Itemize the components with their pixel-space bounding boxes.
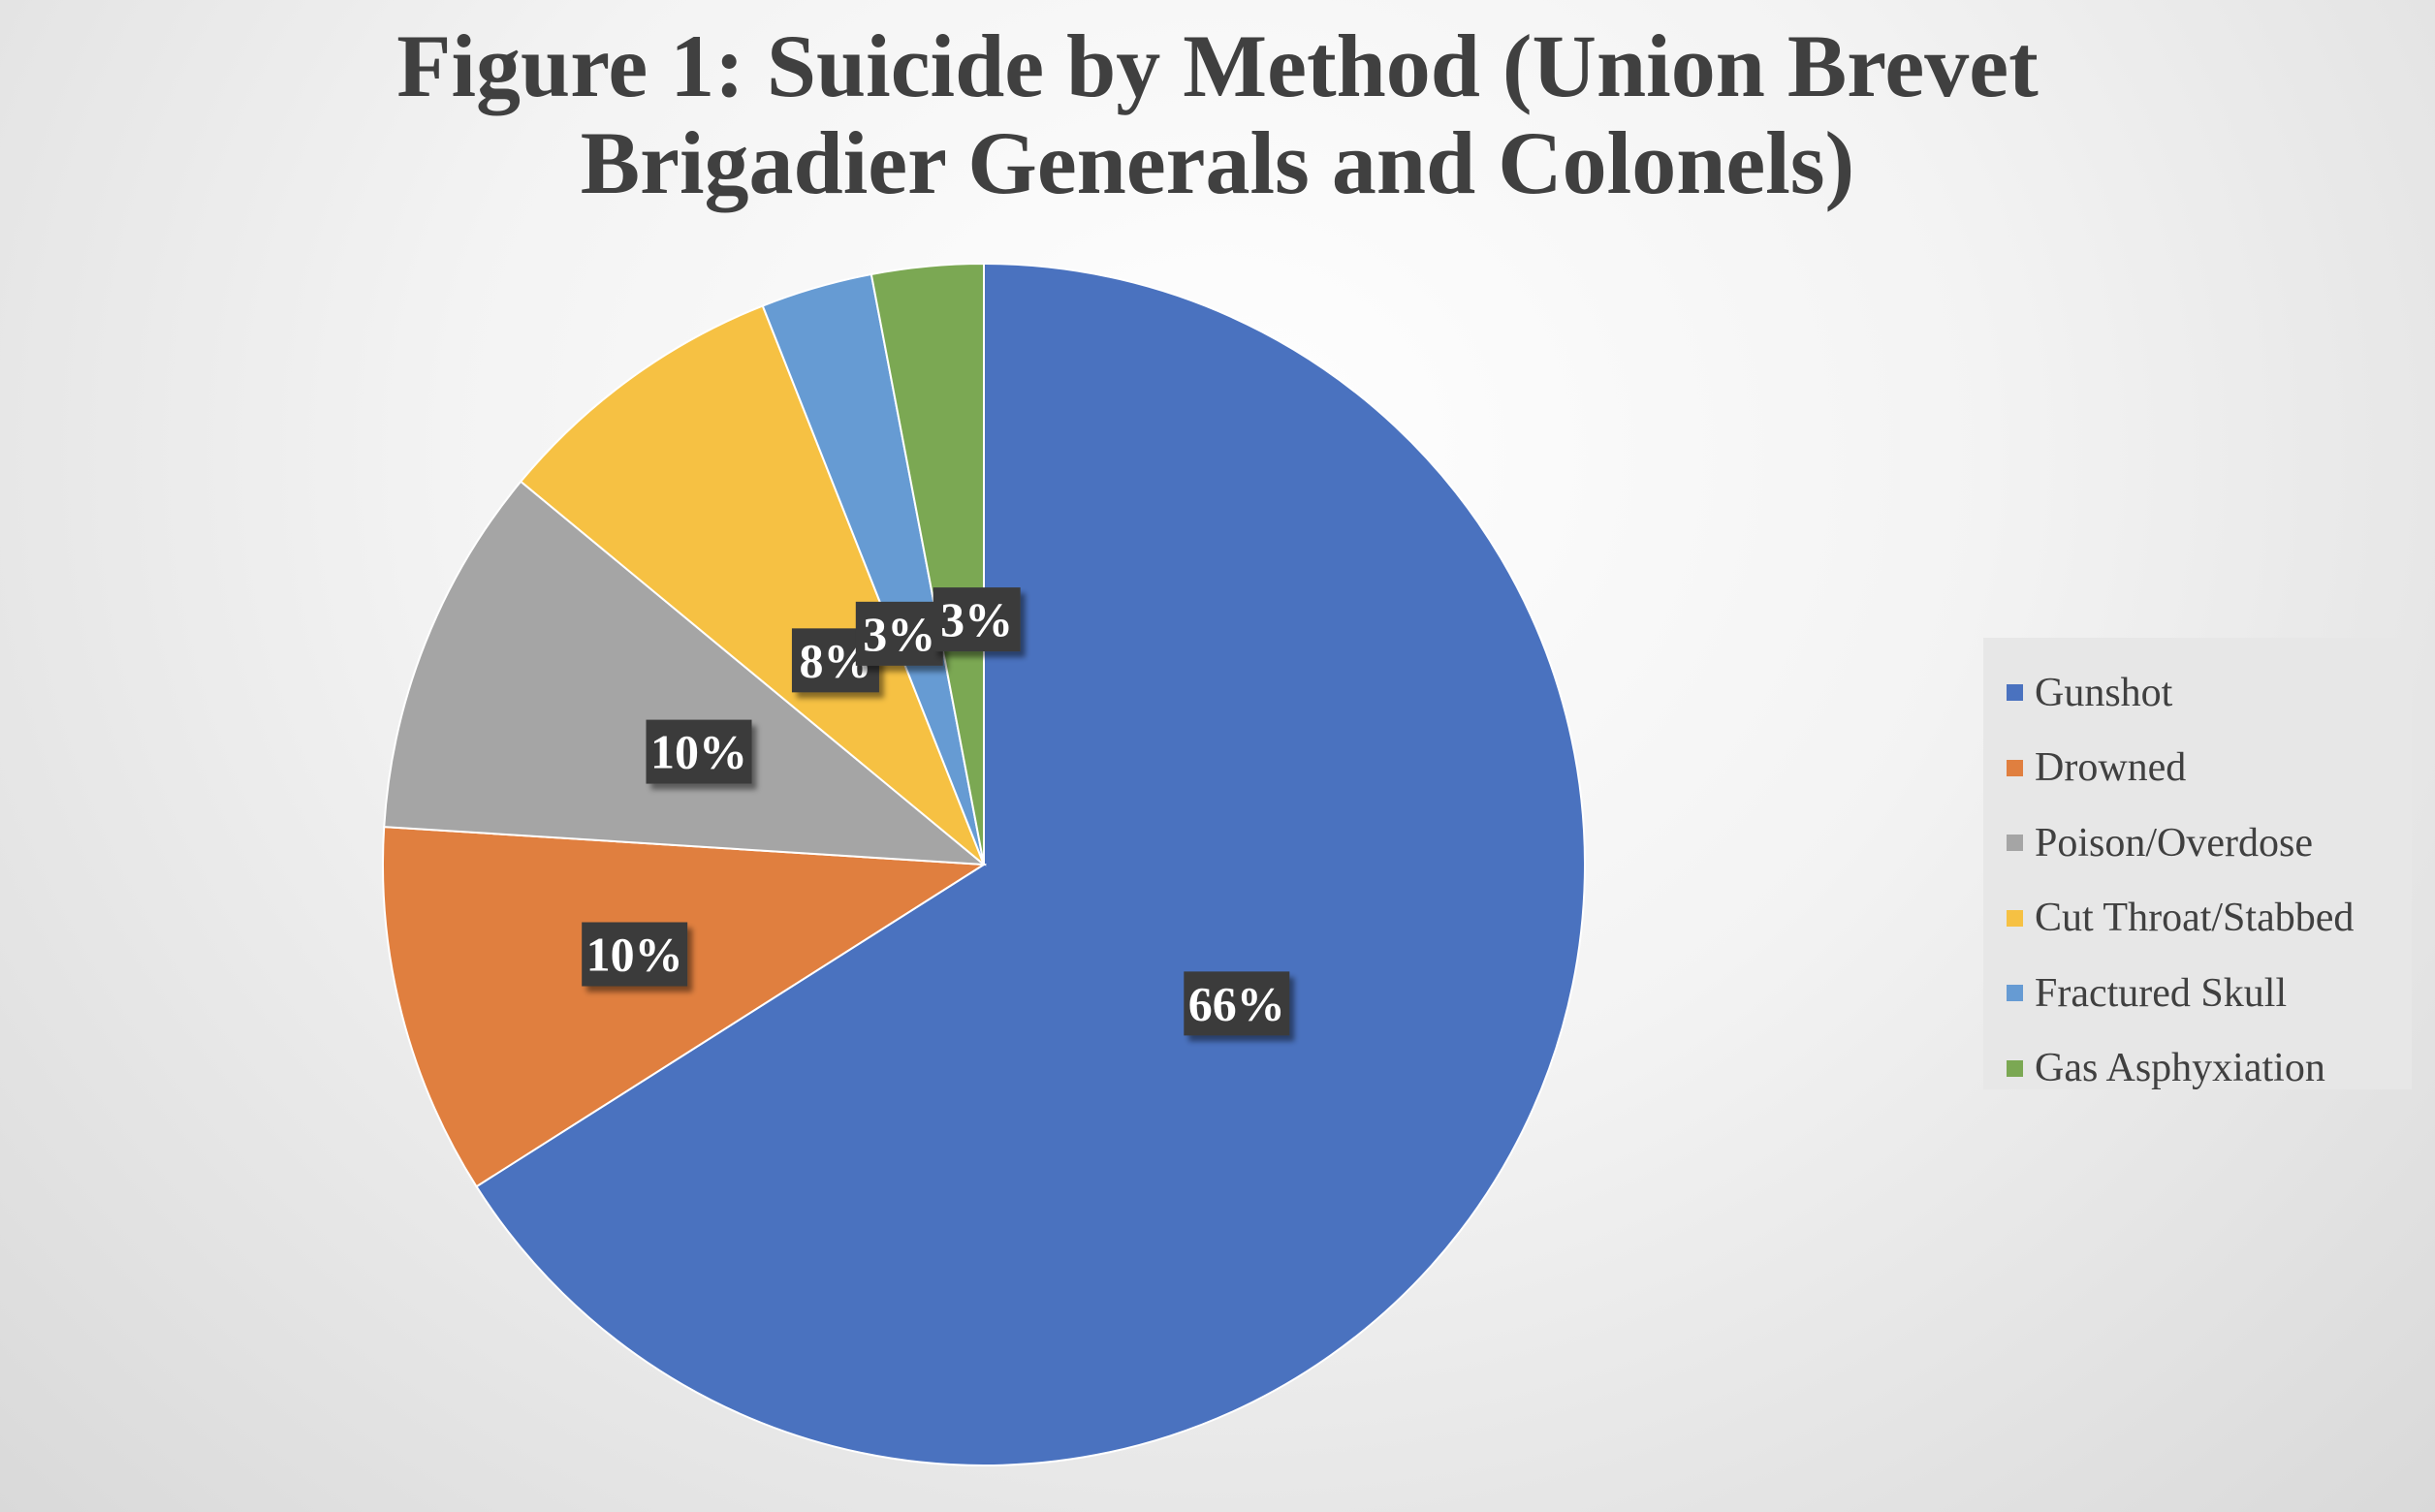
data-label-fractured-skull: 3% bbox=[855, 601, 943, 666]
legend-item-fractured-skull: Fractured Skull bbox=[1983, 956, 2412, 1031]
legend-swatch-fractured-skull bbox=[2007, 985, 2023, 1002]
pie-slice-drowned bbox=[382, 826, 988, 1188]
data-label-drowned: 10% bbox=[582, 922, 688, 987]
legend-swatch-poison-overdose bbox=[2007, 835, 2023, 852]
pie-slice-gas-asphyxiation bbox=[870, 262, 985, 866]
data-label-box-gunshot bbox=[1184, 971, 1290, 1036]
legend-item-gas-asphyxiation: Gas Asphyxiation bbox=[1983, 1031, 2412, 1107]
legend-label-gas-asphyxiation: Gas Asphyxiation bbox=[2035, 1046, 2325, 1091]
data-label-text-fractured-skull: 3% bbox=[863, 607, 935, 661]
data-label-text-gunshot: 66% bbox=[1188, 976, 1285, 1030]
legend-item-drowned: Drowned bbox=[1983, 731, 2412, 806]
legend-label-drowned: Drowned bbox=[2035, 745, 2187, 791]
chart-title: Figure 1: Suicide by Method (Union Breve… bbox=[0, 17, 2435, 211]
pie-slices bbox=[382, 262, 1587, 1466]
pie-slice-cut-throat-stabbed bbox=[519, 304, 985, 866]
legend-swatch-cut-throat-stabbed bbox=[2007, 909, 2023, 927]
data-label-text-gas-asphyxiation: 3% bbox=[940, 592, 1013, 646]
legend-swatch-gunshot bbox=[2007, 684, 2023, 702]
chart-title-line-2: Brigadier Generals and Colonels) bbox=[580, 113, 1855, 212]
data-label-poison-overdose: 10% bbox=[646, 719, 752, 784]
legend-item-poison-overdose: Poison/Overdose bbox=[1983, 805, 2412, 881]
data-label-box-fractured-skull bbox=[855, 601, 943, 666]
data-label-box-poison-overdose bbox=[646, 719, 752, 784]
legend-label-gunshot: Gunshot bbox=[2035, 670, 2173, 715]
pie-slice-poison-overdose bbox=[383, 480, 988, 866]
legend-item-cut-throat-stabbed: Cut Throat/Stabbed bbox=[1983, 881, 2412, 957]
legend-label-cut-throat-stabbed: Cut Throat/Stabbed bbox=[2035, 896, 2355, 941]
data-label-text-poison-overdose: 10% bbox=[650, 725, 747, 779]
pie-slice-gunshot bbox=[475, 262, 1587, 1466]
data-label-box-drowned bbox=[582, 922, 688, 987]
data-label-box-gas-asphyxiation bbox=[933, 587, 1021, 652]
legend-swatch-drowned bbox=[2007, 759, 2023, 776]
legend-item-gunshot: Gunshot bbox=[1983, 655, 2412, 731]
chart-title-line-1: Figure 1: Suicide by Method (Union Breve… bbox=[396, 16, 2039, 115]
legend-swatch-gas-asphyxiation bbox=[2007, 1059, 2023, 1077]
legend-label-poison-overdose: Poison/Overdose bbox=[2035, 820, 2313, 866]
data-label-text-drowned: 10% bbox=[586, 928, 683, 982]
data-label-gas-asphyxiation: 3% bbox=[933, 587, 1021, 652]
legend-label-fractured-skull: Fractured Skull bbox=[2035, 970, 2288, 1016]
data-label-gunshot: 66% bbox=[1184, 971, 1290, 1036]
legend: Gunshot Drowned Poison/Overdose Cut Throat/… bbox=[1983, 638, 2412, 1090]
pie-data-labels: 66%10%10%8%3% 3% bbox=[582, 587, 1290, 1036]
